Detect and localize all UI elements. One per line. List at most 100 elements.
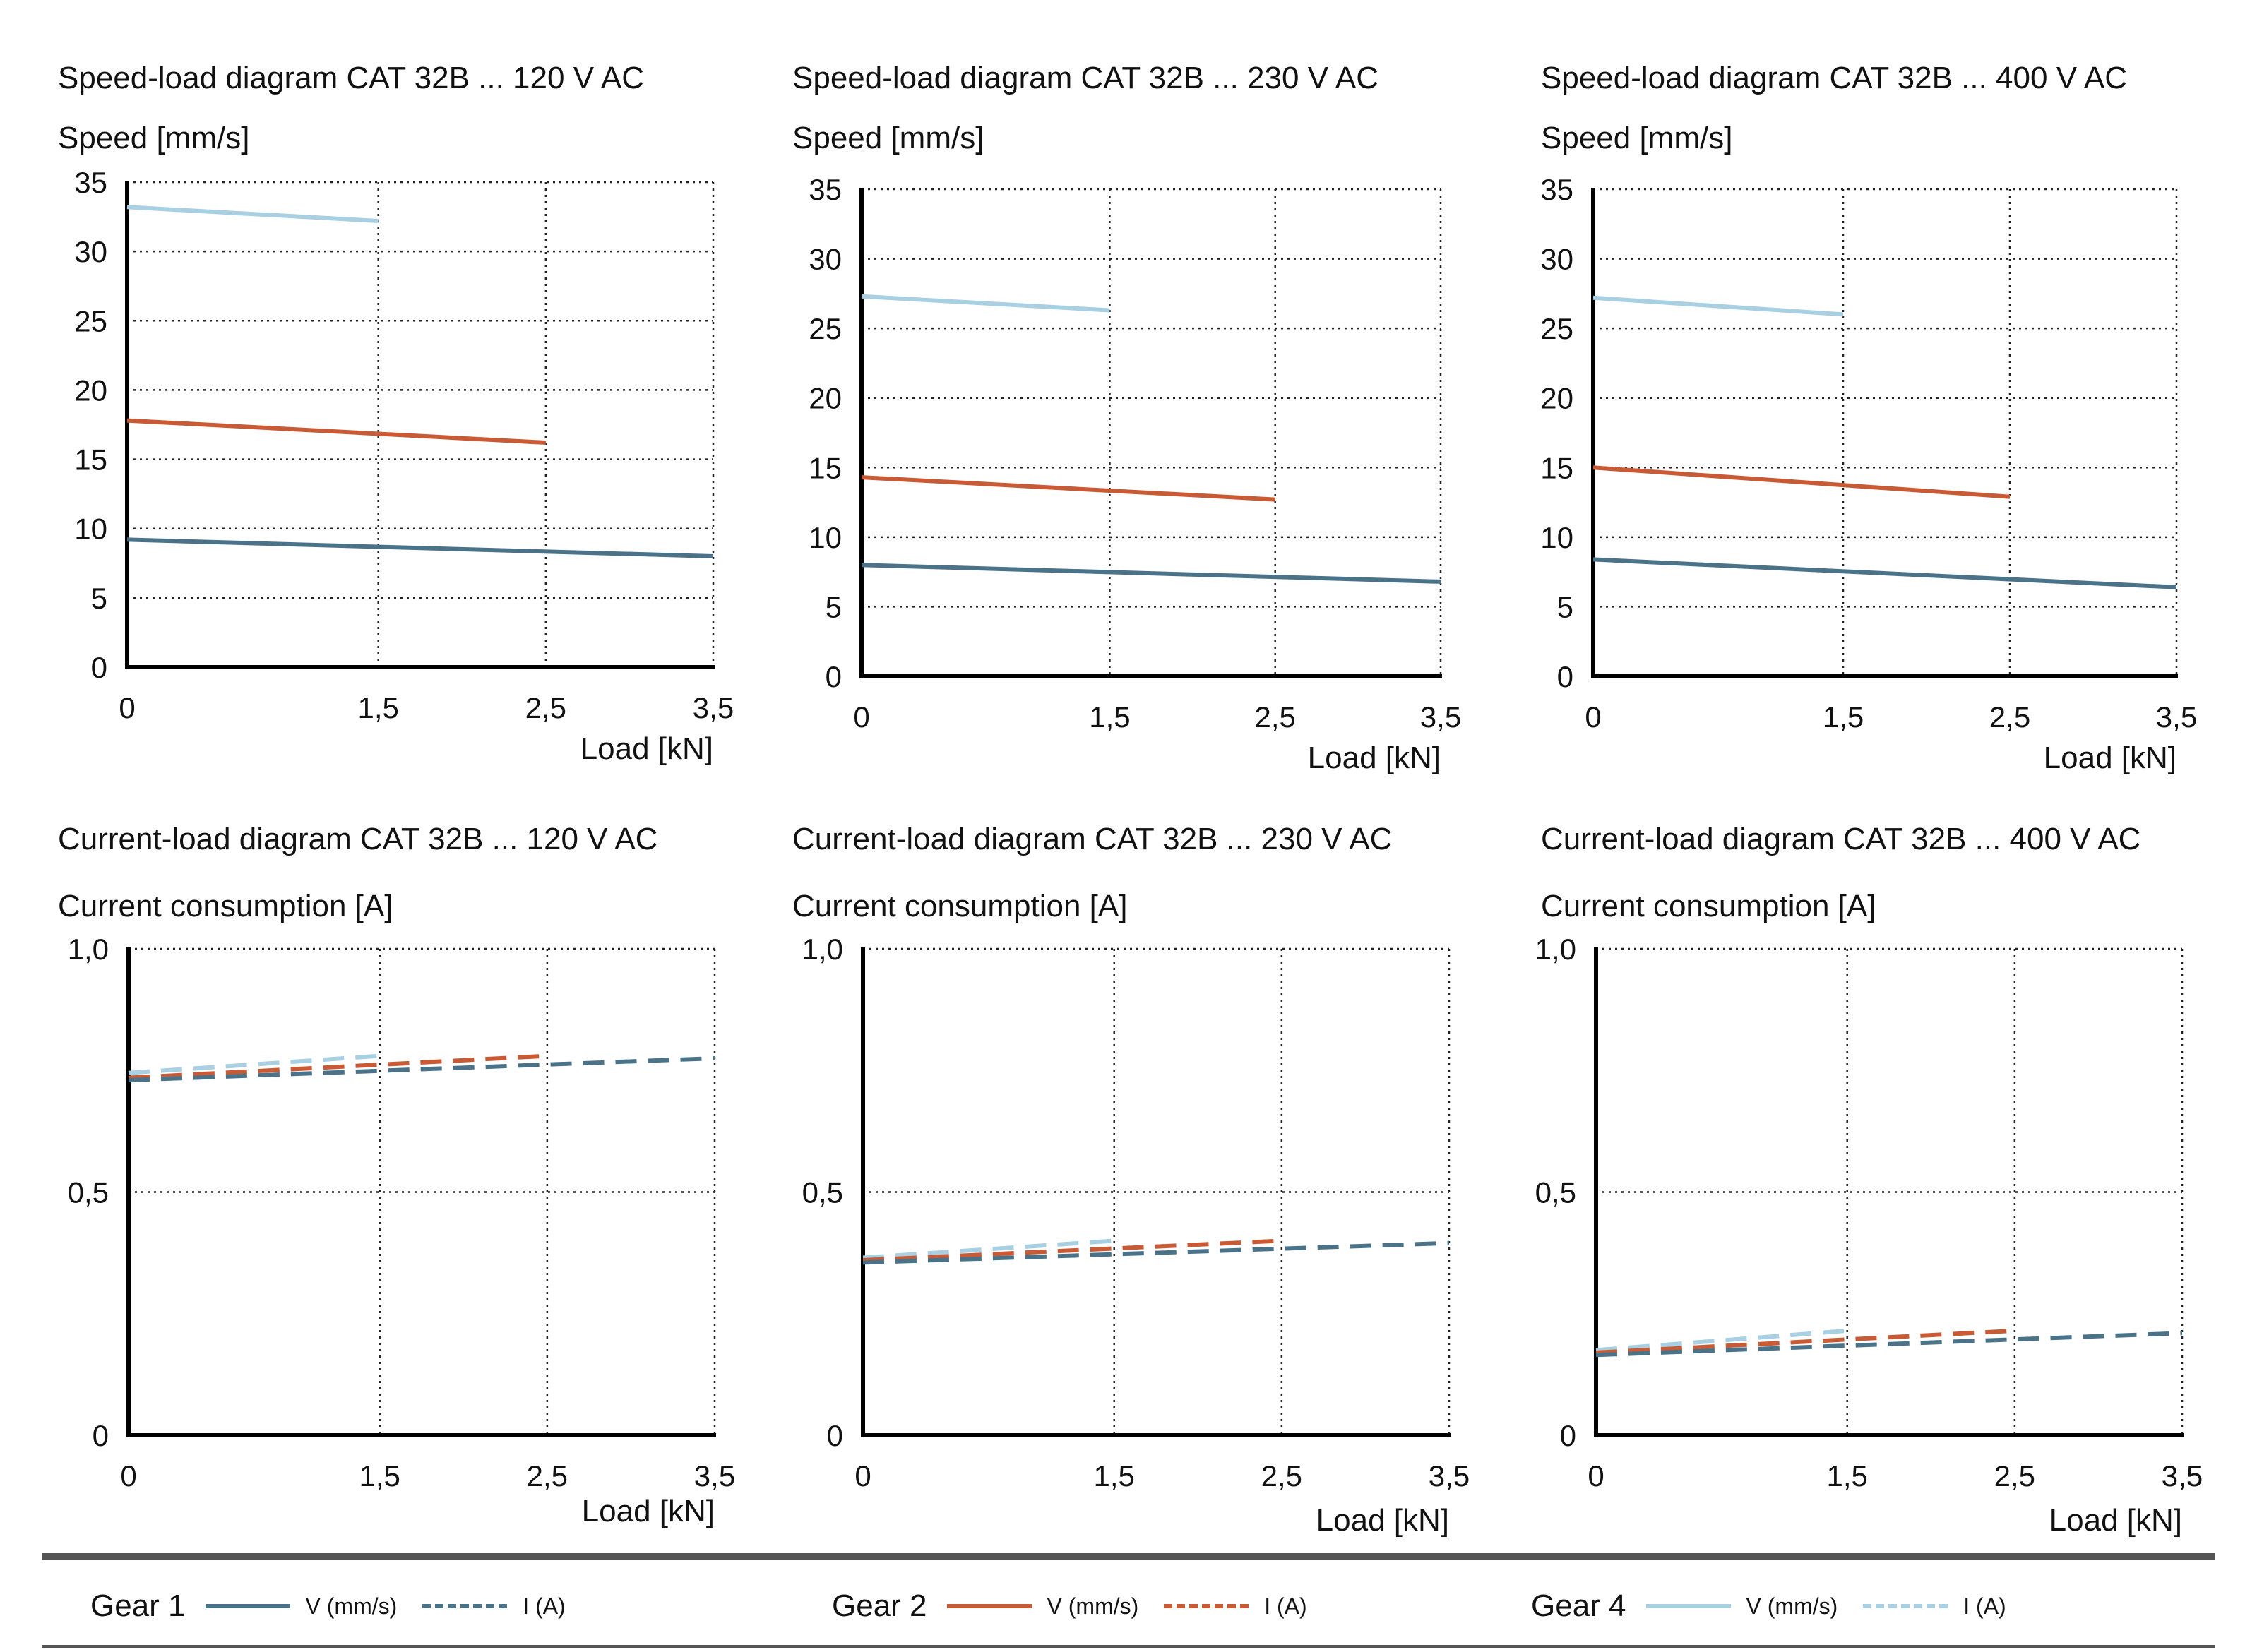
legend-gear4: Gear 4 V (mm/s) I (A) xyxy=(1531,1581,2032,1631)
chart3-y-tick-4: 20 xyxy=(1540,382,1573,415)
chart4-x-tick-0: 0 xyxy=(120,1459,136,1492)
chart2-y-tick-5: 25 xyxy=(809,312,842,345)
chart5-y-tick-0: 0 xyxy=(827,1419,843,1452)
chart1-y-tick-4: 20 xyxy=(74,373,107,407)
chart1-x-tick-2: 2,5 xyxy=(525,691,566,724)
chart3-x-axis-label: Load [kN] xyxy=(2044,741,2176,775)
chart4-series-gear2 xyxy=(128,1053,548,1080)
chart2-series-gear1 xyxy=(861,563,1441,584)
chart4-y-tick-1: 0,5 xyxy=(68,1176,109,1209)
legend-gear4-current-swatch xyxy=(1863,1604,1948,1608)
chart4-x-axis-label: Load [kN] xyxy=(582,1494,715,1528)
chart5-y-axis-label: Current consumption [A] xyxy=(792,889,1127,923)
chart2-y-tick-3: 15 xyxy=(809,451,842,484)
chart5-y-tick-2: 1,0 xyxy=(802,933,843,966)
chart6-series-gear1 xyxy=(1595,1331,2183,1358)
chart1-y-tick-1: 5 xyxy=(91,582,107,615)
chart3-y-tick-5: 25 xyxy=(1540,312,1573,345)
chart3-series-gear1 xyxy=(1592,557,2177,589)
chart5-y-tick-1: 0,5 xyxy=(802,1176,843,1209)
chart2-y-tick-6: 30 xyxy=(809,243,842,276)
chart2-y-tick-2: 10 xyxy=(809,521,842,554)
chart6-x-axis-label: Load [kN] xyxy=(2049,1503,2182,1538)
chart4-title: Current-load diagram CAT 32B ... 120 V A… xyxy=(58,822,657,856)
chart3-y-tick-2: 10 xyxy=(1540,521,1573,554)
legend-gear4-label: Gear 4 xyxy=(1531,1588,1626,1623)
chart4-x-tick-3: 3,5 xyxy=(694,1459,735,1492)
chart1-title: Speed-load diagram CAT 32B ... 120 V AC xyxy=(58,61,644,95)
chart4-series-gear1 xyxy=(128,1056,715,1082)
chart4-x-tick-2: 2,5 xyxy=(527,1459,568,1492)
chart6-x-tick-3: 3,5 xyxy=(2162,1459,2203,1492)
chart3-x-tick-2: 2,5 xyxy=(1989,700,2030,734)
legend-gear4-current-label: I (A) xyxy=(1963,1593,2006,1619)
chart6-x-tick-1: 1,5 xyxy=(1827,1459,1868,1492)
chart6-y-tick-1: 0,5 xyxy=(1535,1176,1576,1209)
chart6-series-gear4 xyxy=(1595,1328,1847,1353)
legend-gear2-label: Gear 2 xyxy=(832,1588,927,1623)
chart6-y-tick-2: 1,0 xyxy=(1535,933,1576,966)
chart2-x-tick-0: 0 xyxy=(853,700,869,734)
chart3-series-gear4 xyxy=(1592,295,1844,317)
legend-gear4-speed-swatch xyxy=(1645,1604,1731,1608)
chart1-series-gear4 xyxy=(126,205,379,223)
chart3-y-tick-1: 5 xyxy=(1557,590,1573,623)
legend-gear2-current-label: I (A) xyxy=(1264,1593,1307,1619)
chart3-y-tick-6: 30 xyxy=(1540,243,1573,276)
chart2-x-axis-label: Load [kN] xyxy=(1308,741,1441,775)
legend-gear2: Gear 2 V (mm/s) I (A) xyxy=(832,1581,1333,1631)
chart5-x-tick-2: 2,5 xyxy=(1261,1459,1302,1492)
chart1-x-tick-1: 1,5 xyxy=(358,691,399,724)
legend-gear1-current-swatch xyxy=(422,1604,508,1608)
chart3-x-tick-1: 1,5 xyxy=(1823,700,1864,734)
legend-gear1: Gear 1 V (mm/s) I (A) xyxy=(90,1581,591,1631)
chart2-series-gear4 xyxy=(861,294,1110,313)
legend-gear2-speed-swatch xyxy=(946,1604,1032,1608)
chart1-x-tick-3: 3,5 xyxy=(693,691,734,724)
chart3-x-tick-3: 3,5 xyxy=(2156,700,2197,734)
chart1-x-axis-label: Load [kN] xyxy=(580,731,713,766)
chart1-y-tick-0: 0 xyxy=(91,651,107,684)
chart2-y-axis-label: Speed [mm/s] xyxy=(792,121,984,155)
legend-gear1-speed-swatch xyxy=(205,1604,290,1608)
chart3-y-tick-3: 15 xyxy=(1540,451,1573,484)
chart5-series-gear2 xyxy=(862,1238,1282,1262)
chart4-series-gear4 xyxy=(128,1053,380,1075)
chart1-y-axis-label: Speed [mm/s] xyxy=(58,121,249,155)
chart5-x-tick-0: 0 xyxy=(854,1459,871,1492)
chart6-x-tick-2: 2,5 xyxy=(1994,1459,2035,1492)
chart1-series-gear1 xyxy=(126,537,714,558)
legend-gear1-label: Gear 1 xyxy=(90,1588,186,1623)
chart3-x-tick-0: 0 xyxy=(1585,700,1601,734)
chart3-y-axis-label: Speed [mm/s] xyxy=(1541,121,1732,155)
chart5-series-gear4 xyxy=(862,1238,1114,1260)
chart6-title: Current-load diagram CAT 32B ... 400 V A… xyxy=(1541,822,2140,856)
legend-gear2-speed-label: V (mm/s) xyxy=(1047,1593,1139,1619)
chart2-x-tick-3: 3,5 xyxy=(1420,700,1461,734)
chart2-y-tick-1: 5 xyxy=(826,590,842,623)
chart2-y-tick-4: 20 xyxy=(809,382,842,415)
chart3-series-gear2 xyxy=(1592,465,2011,499)
chart5-x-axis-label: Load [kN] xyxy=(1316,1503,1449,1538)
chart6-series-gear2 xyxy=(1595,1328,2015,1355)
chart5-series-gear1 xyxy=(862,1240,1450,1265)
chart1-y-tick-7: 35 xyxy=(74,166,107,199)
chart2-x-tick-2: 2,5 xyxy=(1255,700,1296,734)
legend-gear1-current-label: I (A) xyxy=(523,1593,566,1619)
chart3-title: Speed-load diagram CAT 32B ... 400 V AC xyxy=(1541,61,2127,95)
chart6-x-tick-0: 0 xyxy=(1588,1459,1604,1492)
legend-gear2-current-swatch xyxy=(1164,1604,1249,1608)
chart1-series-gear2 xyxy=(126,418,547,445)
chart2-y-tick-7: 35 xyxy=(809,173,842,206)
chart1-y-tick-6: 30 xyxy=(74,235,107,268)
chart4-y-axis-label: Current consumption [A] xyxy=(58,889,393,923)
chart4-y-tick-2: 1,0 xyxy=(68,933,109,966)
chart6-y-tick-0: 0 xyxy=(1560,1419,1576,1452)
chart2-series-gear2 xyxy=(861,475,1275,502)
chart3-y-tick-7: 35 xyxy=(1540,173,1573,206)
chart4-y-tick-0: 0 xyxy=(93,1419,109,1452)
chart5-title: Current-load diagram CAT 32B ... 230 V A… xyxy=(792,822,1392,856)
legend-divider-bottom xyxy=(42,1645,2215,1648)
chart5-x-tick-3: 3,5 xyxy=(1429,1459,1470,1492)
